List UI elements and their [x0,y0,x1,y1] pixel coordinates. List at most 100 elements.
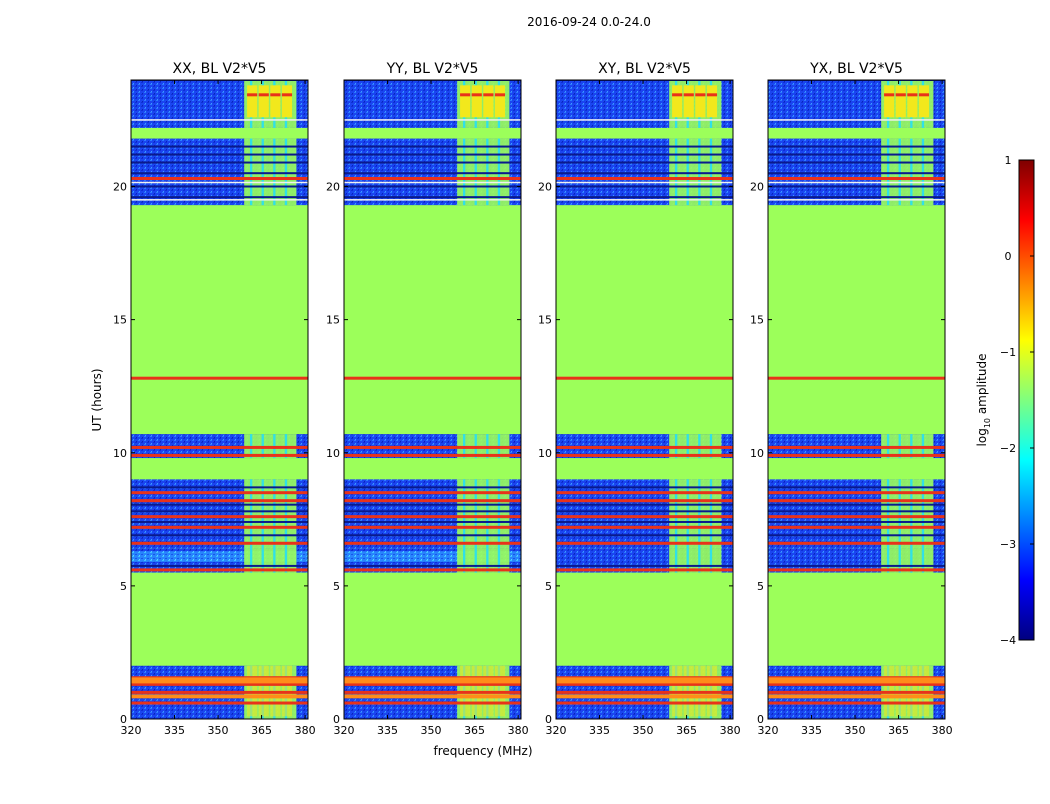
dark-line [768,520,945,523]
rfi-column [674,548,678,573]
rfi-column [474,548,477,573]
red-line [556,445,733,449]
x-tick-label: 335 [164,724,185,737]
red-line [131,177,308,181]
rfi-column [284,479,288,549]
orange-band [556,694,733,699]
heatmap-image [768,80,945,719]
rfi-hotspot [483,85,494,118]
rfi-hotspot [460,85,471,118]
red-line [344,515,521,519]
y-tick-label: 5 [545,580,552,593]
rfi-hotspot-core [672,93,683,97]
white-line [768,199,945,201]
red-line [556,701,733,705]
rfi-column [686,548,689,573]
y-tick-label: 15 [113,314,127,327]
y-tick-label: 15 [538,314,552,327]
y-tick-label: 10 [113,447,127,460]
rfi-region [881,138,934,206]
red-line [131,690,308,694]
x-tick-label: 350 [421,724,442,737]
y-tick-label: 15 [326,314,340,327]
red-line [768,690,945,694]
rfi-hotspot-core [281,93,293,97]
y-tick-label: 10 [538,447,552,460]
rfi-column [886,548,890,573]
dark-line [556,153,733,156]
y-tick-label: 20 [538,181,552,194]
rfi-column [261,479,264,549]
white-line [131,199,308,201]
rfi-column [462,138,466,206]
red-line [344,499,521,503]
red-line [556,453,733,457]
dark-line [556,161,733,164]
dark-line [556,564,733,567]
rfi-column [686,138,689,206]
axes-frame [555,79,734,720]
red-line [344,682,521,686]
x-tick-label: 365 [676,724,697,737]
white-line [556,119,733,121]
rfi-hotspot [706,85,718,118]
red-line [344,491,521,495]
dark-line [131,161,308,164]
rfi-hotspot-core [907,93,918,97]
gap-band [556,130,733,136]
red-line [344,525,521,529]
gap-band [131,130,308,136]
x-tick-label: 320 [546,724,567,737]
dark-line [768,564,945,567]
x-tick-label: 365 [251,724,272,737]
rfi-column [474,479,477,549]
dark-line [344,564,521,567]
red-line [131,376,308,380]
rfi-region [669,138,722,206]
dark-line [344,520,521,523]
dark-line [556,486,733,489]
red-line [768,541,945,545]
white-line [131,119,308,121]
axes-frame [130,79,309,720]
red-line [344,445,521,449]
panel-yx: YX, BL V2*V5 320 335 350 365 380 0 5 10 15 20 [750,61,953,737]
orange-band [131,677,308,684]
x-axis-label: frequency (MHz) [433,744,532,758]
rfi-column [486,138,489,206]
dark-line [131,145,308,148]
rfi-hotspot [895,85,906,118]
panel-yy: YY, BL V2*V5 320 335 350 365 380 0 5 10 15 20 [326,61,529,737]
y-tick-label: 0 [120,713,127,726]
rfi-column [474,138,477,206]
y-tick-label: 10 [750,447,764,460]
white-line [556,199,733,201]
rfi-hotspot-core [483,93,494,97]
rfi-column [921,479,925,549]
rfi-hotspot [907,85,918,118]
rfi-hotspot-core [258,93,269,97]
dark-line [131,503,308,506]
gap-band [768,130,945,136]
rfi-column [273,479,276,549]
colorbar-gradient [1018,159,1035,641]
dark-line [768,185,945,188]
orange-band [556,677,733,684]
colorbar-ticks: 1 0 −1 −2 −3 −4 [1000,154,1034,647]
rfi-column [462,479,466,549]
rfi-hotspot-core [706,93,718,97]
dark-line [344,486,521,489]
dark-line [131,185,308,188]
rfi-column [284,138,288,206]
white-line [344,181,521,184]
rfi-column [674,138,678,206]
dark-line [131,534,308,537]
rfi-hotspot [918,85,930,118]
rfi-column [709,479,713,549]
rfi-hotspot-core [895,93,906,97]
rfi-column [686,479,689,549]
rfi-hotspot-core [460,93,471,97]
red-line [344,541,521,545]
